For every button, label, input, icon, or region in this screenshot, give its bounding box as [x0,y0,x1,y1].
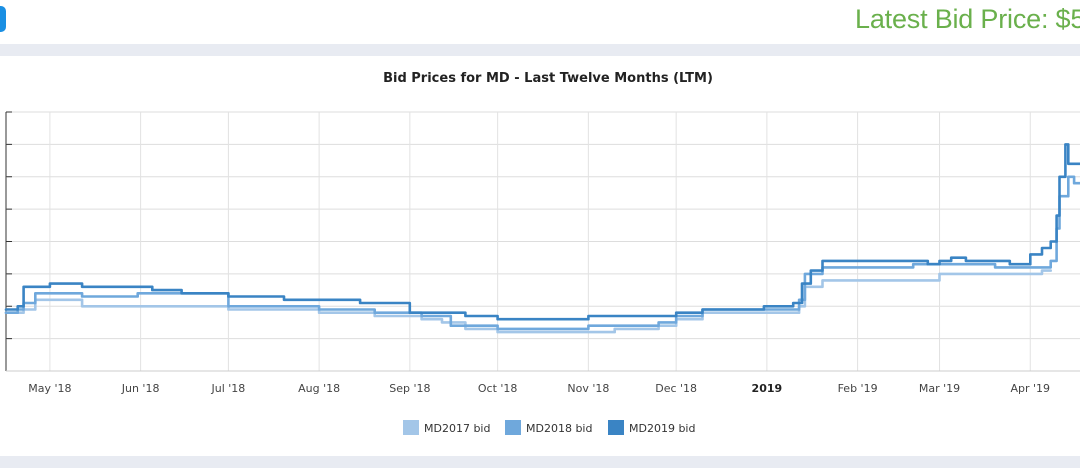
legend-swatch[interactable] [403,420,419,435]
legend-swatch[interactable] [505,420,521,435]
chart-series [4,143,1080,334]
chart-title: Bid Prices for MD - Last Twelve Months (… [383,71,713,86]
x-tick-label: Dec '18 [655,382,697,395]
section-divider-bottom [0,456,1080,468]
legend-label[interactable]: MD2018 bid [526,422,592,435]
x-tick-label: May '18 [28,382,71,395]
section-divider-top [0,44,1080,56]
chart-legend: MD2017 bid MD2018 bid MD2019 bid [403,420,695,435]
legend-label[interactable]: MD2017 bid [424,422,490,435]
page-header: Latest Bid Price: $55 [0,0,1080,44]
x-tick-label: Apr '19 [1010,382,1050,395]
x-tick-label: Oct '18 [478,382,518,395]
x-tick-label: Feb '19 [838,382,878,395]
legend-swatch[interactable] [608,420,624,435]
x-tick-label: Jul '18 [211,382,246,395]
x-tick-label: Sep '18 [389,382,430,395]
legend-label[interactable]: MD2019 bid [629,422,695,435]
series-line-1[interactable] [4,269,1052,334]
series-line-3[interactable] [4,143,1080,321]
x-tick-label: 2019 [752,382,783,395]
x-tick-label: Mar '19 [919,382,960,395]
x-tick-label: Aug '18 [298,382,340,395]
x-tick-label: Nov '18 [567,382,609,395]
series-line-2[interactable] [4,175,1080,331]
latest-bid-price: Latest Bid Price: $55 [855,4,1080,34]
x-axis: May '18 Jun '18 Jul '18 Aug '18 Sep '18 Oct '… [6,370,1080,395]
x-tick-label: Jun '18 [121,382,160,395]
bid-price-chart: Bid Prices for MD - Last Twelve Months (… [4,71,1080,435]
menu-button[interactable] [0,6,6,32]
